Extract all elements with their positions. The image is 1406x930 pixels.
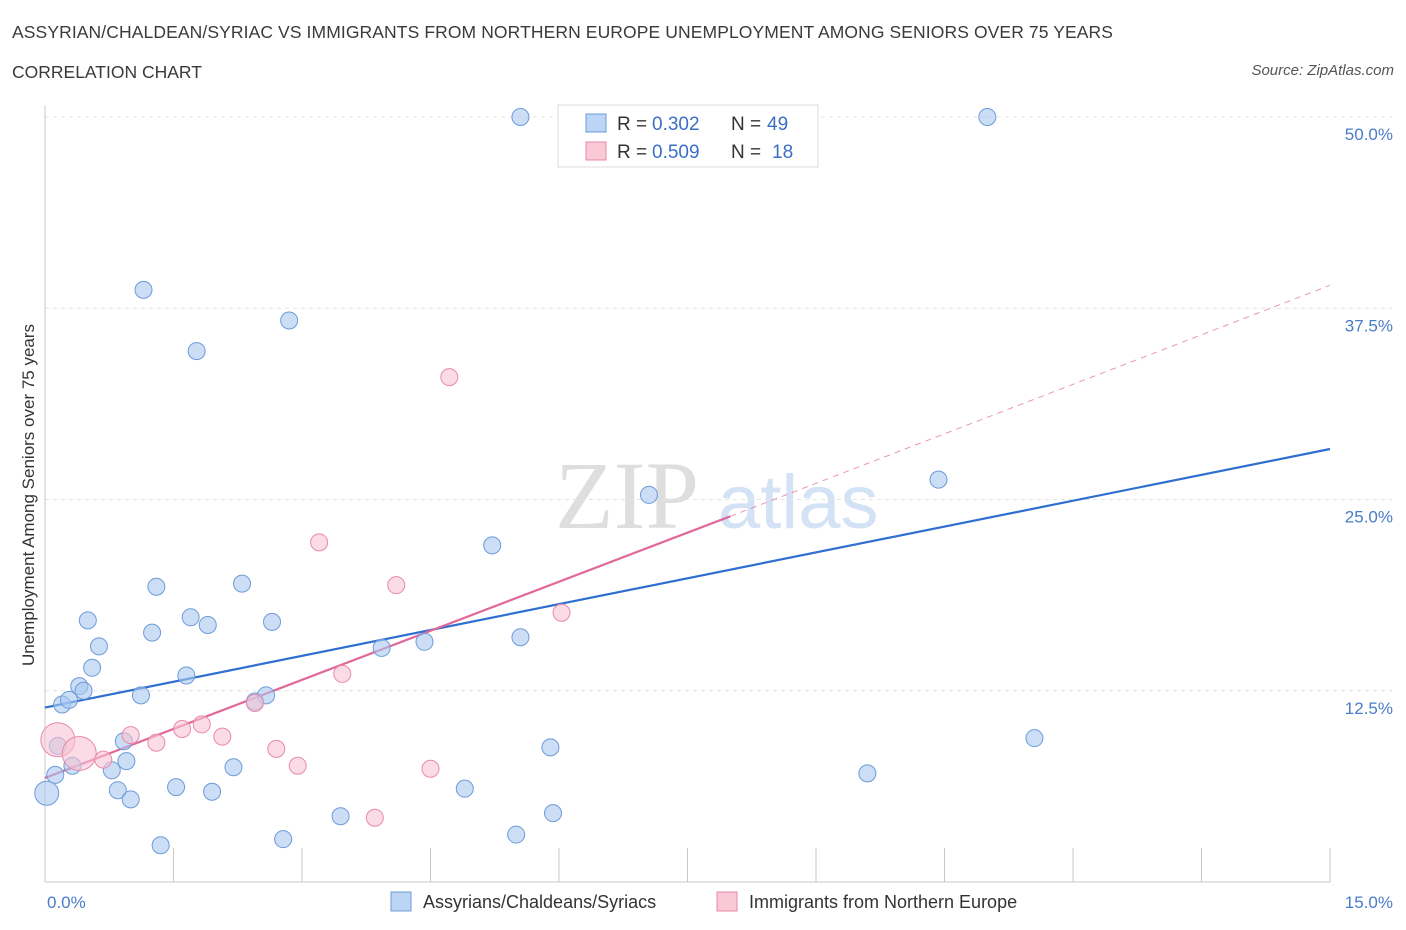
series-legend: Assyrians/Chaldeans/Syriacs Immigrants f… bbox=[390, 891, 1017, 912]
data-point-northern-europe bbox=[213, 727, 232, 746]
data-point-assyrian bbox=[511, 108, 530, 126]
data-point-northern-europe bbox=[310, 533, 329, 552]
data-point-assyrian bbox=[59, 690, 78, 709]
bottom-legend-swatch-series1 bbox=[390, 891, 412, 912]
data-point-northern-europe bbox=[147, 733, 166, 752]
legend-n-label-2: N = bbox=[731, 142, 761, 163]
data-point-northern-europe bbox=[440, 368, 459, 387]
data-point-northern-europe bbox=[61, 735, 97, 771]
x-tick-label-max: 15.0% bbox=[1345, 893, 1393, 912]
data-point-assyrian bbox=[233, 574, 252, 593]
data-point-assyrian bbox=[415, 632, 434, 651]
legend-swatch-series1 bbox=[585, 113, 607, 133]
data-point-assyrian bbox=[167, 778, 186, 797]
data-point-northern-europe bbox=[387, 576, 406, 595]
data-point-northern-europe bbox=[245, 693, 264, 712]
chart-subtitle: CORRELATION CHART bbox=[12, 62, 202, 82]
data-point-assyrian bbox=[455, 779, 474, 798]
data-point-assyrian bbox=[511, 628, 530, 647]
data-point-assyrian bbox=[147, 577, 166, 596]
bottom-legend-label-series2: Immigrants from Northern Europe bbox=[749, 892, 1017, 912]
data-point-northern-europe bbox=[267, 739, 286, 758]
bottom-legend-swatch-series2 bbox=[716, 891, 738, 912]
data-point-assyrian bbox=[929, 470, 948, 489]
legend-r-value-1: 0.302 bbox=[652, 114, 700, 135]
legend-n-label-1: N = bbox=[731, 114, 761, 135]
y-axis-label: Unemployment Among Seniors over 75 years bbox=[19, 324, 38, 666]
gridlines bbox=[45, 116, 1392, 692]
chart-title: ASSYRIAN/CHALDEAN/SYRIAC VS IMMIGRANTS F… bbox=[12, 22, 1114, 42]
legend-n-value-1: 49 bbox=[767, 114, 788, 135]
data-point-assyrian bbox=[639, 485, 658, 504]
data-point-assyrian bbox=[117, 752, 136, 771]
y-tick-label: 37.5% bbox=[1345, 316, 1393, 335]
data-point-assyrian bbox=[151, 836, 170, 855]
axes bbox=[44, 105, 1331, 883]
trend-line-northern-europe-extension bbox=[730, 284, 1331, 517]
data-point-assyrian bbox=[280, 311, 299, 330]
data-point-assyrian bbox=[89, 637, 108, 656]
data-point-assyrian bbox=[187, 342, 206, 361]
data-point-assyrian bbox=[541, 738, 560, 757]
data-point-assyrian bbox=[177, 666, 196, 685]
data-point-assyrian bbox=[544, 804, 563, 823]
bottom-legend-label-series1: Assyrians/Chaldeans/Syriacs bbox=[423, 892, 656, 912]
y-tick-label: 25.0% bbox=[1345, 508, 1393, 527]
tick-labels: 12.5% 25.0% 37.5% 50.0% 0.0% 15.0% bbox=[47, 125, 1393, 912]
trend-line-assyrian bbox=[44, 447, 1331, 709]
data-point-northern-europe bbox=[192, 715, 211, 734]
data-point-assyrian bbox=[978, 108, 997, 126]
data-point-assyrian bbox=[483, 536, 502, 555]
data-point-assyrian bbox=[121, 790, 140, 809]
data-points bbox=[34, 108, 1044, 855]
data-point-assyrian bbox=[263, 612, 282, 631]
data-point-assyrian bbox=[46, 765, 65, 784]
source-credit: Source: ZipAtlas.com bbox=[1251, 62, 1394, 79]
watermark-zip: ZIP bbox=[555, 442, 699, 549]
data-point-northern-europe bbox=[365, 808, 384, 827]
legend-r-label-1: R = bbox=[617, 114, 647, 135]
y-tick-label: 50.0% bbox=[1345, 125, 1393, 144]
data-point-northern-europe bbox=[288, 756, 307, 775]
data-point-assyrian bbox=[507, 825, 526, 844]
data-point-assyrian bbox=[198, 615, 217, 634]
data-point-northern-europe bbox=[333, 664, 352, 683]
data-point-northern-europe bbox=[121, 726, 140, 745]
data-point-assyrian bbox=[143, 623, 162, 642]
data-point-assyrian bbox=[83, 658, 102, 677]
legend-r-value-2: 0.509 bbox=[652, 142, 700, 163]
data-point-northern-europe bbox=[173, 720, 192, 738]
data-point-assyrian bbox=[372, 638, 391, 657]
trend-lines bbox=[44, 284, 1331, 779]
data-point-northern-europe bbox=[421, 759, 440, 778]
y-tick-label: 12.5% bbox=[1345, 699, 1393, 718]
legend-r-label-2: R = bbox=[617, 142, 647, 163]
data-point-assyrian bbox=[74, 681, 93, 700]
data-point-assyrian bbox=[34, 780, 60, 806]
data-point-assyrian bbox=[108, 781, 127, 800]
data-point-assyrian bbox=[181, 608, 200, 627]
legend-swatch-series2 bbox=[585, 141, 607, 161]
data-point-assyrian bbox=[858, 764, 877, 783]
legend-n-value-2: 18 bbox=[772, 142, 793, 163]
correlation-legend: R = 0.302 N = 49 R = 0.509 N = 18 bbox=[557, 104, 819, 168]
data-point-assyrian bbox=[131, 686, 150, 705]
data-point-assyrian bbox=[1025, 729, 1044, 748]
data-point-assyrian bbox=[134, 280, 153, 299]
data-point-assyrian bbox=[78, 611, 97, 630]
data-point-assyrian bbox=[331, 807, 350, 826]
data-point-assyrian bbox=[274, 830, 293, 849]
data-point-northern-europe bbox=[552, 603, 571, 622]
data-point-northern-europe bbox=[94, 750, 113, 769]
data-point-assyrian bbox=[203, 782, 222, 801]
data-point-assyrian bbox=[224, 758, 243, 777]
watermark-atlas: atlas bbox=[718, 460, 879, 545]
x-tick-label-min: 0.0% bbox=[47, 893, 86, 912]
